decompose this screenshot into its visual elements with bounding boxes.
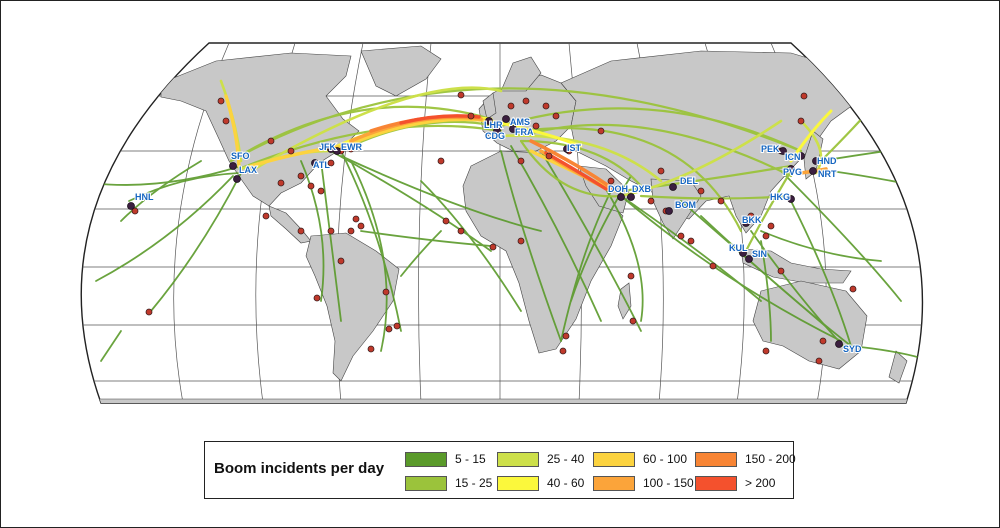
legend-label: 150 - 200: [745, 452, 796, 466]
airport-label-hkg: HKG: [770, 192, 790, 202]
airport-label-icn: ICN: [785, 152, 801, 162]
airport-label-atl: ATL: [313, 160, 330, 170]
legend: Boom incidents per day 5 - 15 15 - 25 25…: [204, 441, 796, 499]
legend-label: 15 - 25: [455, 476, 493, 490]
airport-label-ams: AMS: [510, 117, 530, 127]
airport-label-bom: BOM: [675, 200, 696, 210]
legend-title: Boom incidents per day: [214, 460, 385, 477]
airport-label-fra: FRA: [515, 127, 534, 137]
airport-labels: HNL SFO LAX JFK EWR ATL LHR AMS CDG FRA …: [134, 116, 863, 355]
legend-item-15-25: 15 - 25: [405, 475, 492, 491]
legend-item-over-200: > 200: [695, 475, 775, 491]
legend-item-60-100: 60 - 100: [593, 451, 687, 467]
legend-swatch: [497, 475, 539, 491]
airport-label-lax: LAX: [239, 165, 257, 175]
legend-label: 5 - 15: [455, 452, 486, 466]
legend-swatch: [405, 451, 447, 467]
airport-label-hnl: HNL: [135, 192, 154, 202]
hub-markers: [127, 115, 843, 348]
airport-label-del: DEL: [680, 176, 699, 186]
legend-swatch: [497, 451, 539, 467]
legend-swatch: [593, 451, 635, 467]
airport-label-doh: DOH: [608, 184, 628, 194]
airport-label-syd: SYD: [843, 344, 862, 354]
airport-label-lhr: LHR: [484, 120, 503, 130]
legend-label: 100 - 150: [643, 476, 694, 490]
legend-item-40-60: 40 - 60: [497, 475, 584, 491]
legend-swatch: [405, 475, 447, 491]
airport-label-pvg: PVG: [783, 167, 802, 177]
airport-label-ist: IST: [567, 143, 582, 153]
airport-label-pek: PEK: [761, 144, 780, 154]
airport-label-bkk: BKK: [742, 215, 762, 225]
airport-label-cdg: CDG: [485, 131, 505, 141]
airport-label-sin: SIN: [752, 249, 767, 259]
legend-label: > 200: [745, 476, 776, 490]
legend-label: 25 - 40: [547, 452, 585, 466]
airport-label-ewr: EWR: [341, 142, 362, 152]
airport-label-hnd: HND: [817, 156, 837, 166]
legend-label: 40 - 60: [547, 476, 585, 490]
legend-item-25-40: 25 - 40: [497, 451, 584, 467]
legend-item-150-200: 150 - 200: [695, 451, 796, 467]
legend-swatch: [695, 451, 737, 467]
airport-label-sfo: SFO: [231, 151, 250, 161]
legend-swatch: [593, 475, 635, 491]
legend-swatch: [695, 475, 737, 491]
airport-label-nrt: NRT: [818, 169, 837, 179]
legend-item-5-15: 5 - 15: [405, 451, 486, 467]
route-corridors: [90, 69, 923, 362]
airport-label-kul: KUL: [729, 243, 748, 253]
legend-item-100-150: 100 - 150: [593, 475, 694, 491]
airport-label-dxb: DXB: [632, 184, 652, 194]
airport-label-jfk: JFK: [319, 142, 337, 152]
legend-label: 60 - 100: [643, 452, 688, 466]
